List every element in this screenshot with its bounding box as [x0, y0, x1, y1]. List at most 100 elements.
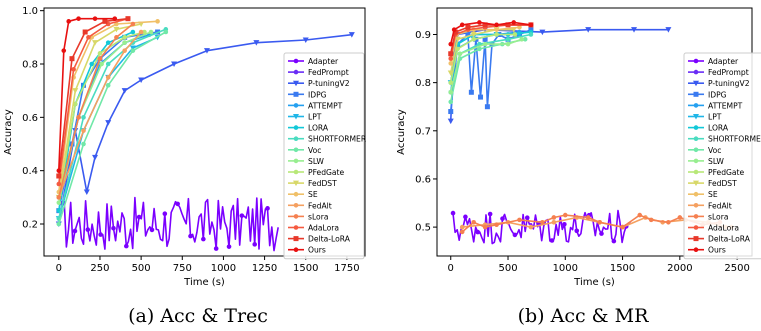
legend-item: SLW [288, 157, 324, 166]
series-line-delta-lora [449, 24, 531, 54]
legend-label: IDPG [308, 90, 327, 99]
data-point [121, 88, 128, 94]
legend-marker [293, 69, 299, 75]
legend-item: FedPrompt [288, 68, 349, 77]
legend-marker [693, 103, 699, 108]
legend-item: Adapter [688, 57, 739, 66]
data-point [348, 32, 355, 38]
x-tick-label: 0 [56, 263, 62, 274]
legend-item: FedAlt [288, 201, 332, 210]
data-point [482, 36, 488, 42]
data-point [465, 24, 471, 30]
legend-label: LPT [308, 113, 322, 122]
data-point [201, 236, 206, 242]
legend-label: FedAlt [708, 201, 732, 210]
legend-marker [293, 125, 299, 130]
legend-item: Delta-LoRA [288, 235, 351, 244]
legend-label: AdaLora [708, 224, 739, 233]
data-point [447, 118, 454, 125]
y-tick-label: 0.5 [415, 223, 431, 234]
legend-marker [293, 225, 299, 230]
legend-label: SLW [708, 157, 724, 166]
legend-item: AdaLora [688, 224, 739, 233]
data-point [448, 56, 454, 61]
legend-label: Voc [708, 146, 721, 155]
data-point [302, 37, 309, 43]
data-point [452, 29, 458, 35]
data-point [448, 99, 454, 105]
legend-label: LORA [308, 124, 329, 133]
legend-item: IDPG [288, 90, 327, 99]
data-point [500, 216, 505, 221]
legend-label: Ours [308, 246, 326, 255]
y-tick-label: 0.8 [22, 60, 38, 71]
legend-marker [693, 169, 699, 175]
data-point [102, 18, 108, 24]
x-tick-label: 2500 [724, 263, 749, 274]
legend-item: Ours [288, 246, 326, 255]
data-point [487, 211, 493, 217]
data-point [450, 210, 456, 216]
legend-label: LPT [708, 113, 722, 122]
legend-marker [293, 191, 299, 197]
legend-item: PFedGate [288, 168, 345, 177]
data-point [562, 221, 567, 227]
data-point [171, 61, 178, 67]
legend-item: FedDST [288, 179, 337, 188]
data-point [468, 89, 474, 95]
legend-item: LORA [288, 124, 329, 133]
data-point [239, 213, 245, 218]
x-axis-label: Time (s) [183, 277, 225, 288]
data-point [478, 94, 484, 100]
data-point [475, 229, 481, 235]
data-point [447, 70, 454, 77]
series-line-shortformer [58, 28, 167, 219]
data-point [89, 61, 95, 67]
y-tick-label: 0.7 [415, 126, 431, 137]
x-tick-label: 2000 [667, 263, 692, 274]
data-point [448, 89, 454, 95]
legend-label: Delta-LoRA [308, 235, 351, 244]
data-point [459, 22, 465, 28]
legend-marker [693, 180, 699, 187]
legend-item: SHORTFORMER [688, 135, 761, 144]
data-point [551, 215, 557, 220]
data-point [665, 27, 672, 33]
legend-item: Voc [288, 146, 321, 155]
legend-label: SE [308, 190, 318, 199]
legend-item: SLW [688, 157, 724, 166]
data-point [448, 41, 454, 47]
x-axis-label: Time (s) [573, 277, 615, 288]
legend-marker [693, 114, 699, 120]
data-point [482, 224, 488, 230]
data-point [471, 37, 476, 42]
y-tick-label: 0.6 [415, 174, 431, 185]
legend-marker [293, 236, 299, 242]
legend-label: SLW [308, 157, 324, 166]
legend-label: SE [708, 190, 718, 199]
data-point [519, 37, 525, 42]
legend-item: sLora [688, 212, 728, 221]
plot-area [447, 20, 734, 245]
legend-marker [293, 80, 299, 87]
legend-label: PFedGate [308, 168, 345, 177]
legend-marker [693, 80, 699, 87]
data-point [539, 29, 546, 36]
legend-marker [293, 169, 299, 175]
legend-marker [293, 103, 299, 108]
data-point [648, 217, 654, 223]
data-point [471, 219, 476, 225]
legend-label: P-tuningV2 [308, 79, 350, 88]
legend-item: FedDST [688, 179, 737, 188]
legend: Adapter FedPrompt P-tuningV2 IDPG ATTEMPT LPT… [283, 52, 367, 260]
data-point [111, 225, 116, 231]
data-point [265, 206, 270, 211]
legend-label: FedDST [708, 179, 737, 188]
data-point [677, 215, 683, 220]
data-point [448, 51, 454, 57]
data-point [451, 27, 457, 32]
legend-marker [693, 225, 699, 230]
legend-label: AdaLora [308, 224, 339, 233]
data-point [448, 80, 454, 85]
